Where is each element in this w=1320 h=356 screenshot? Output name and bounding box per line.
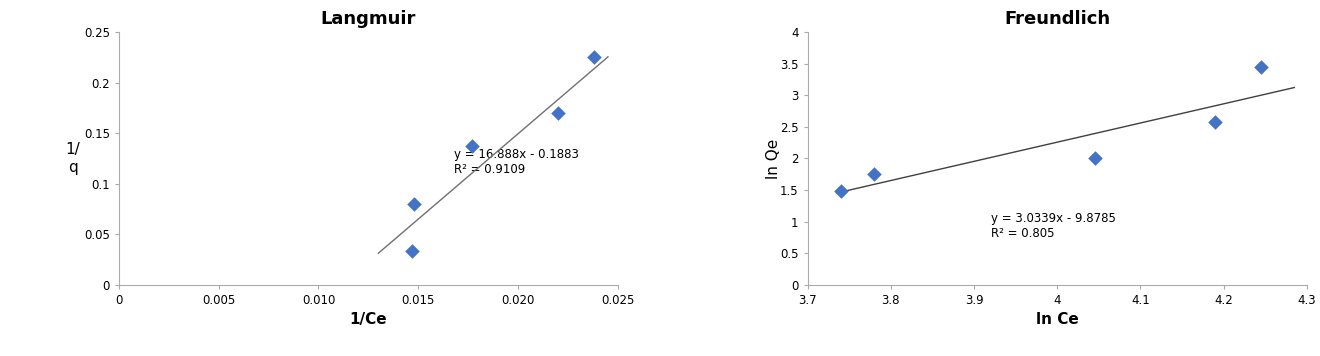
Y-axis label: 1/
q: 1/ q: [65, 142, 81, 175]
Point: [1084, 156, 1105, 161]
X-axis label: 1/Ce: 1/Ce: [350, 312, 387, 328]
Point: [548, 110, 569, 116]
Point: [404, 201, 425, 207]
Title: Freundlich: Freundlich: [1005, 10, 1110, 28]
Y-axis label: ln Qe: ln Qe: [766, 138, 780, 179]
Point: [1250, 64, 1271, 70]
Point: [462, 143, 483, 149]
Point: [863, 171, 884, 177]
Text: y = 3.0339x - 9.8785
R² = 0.805: y = 3.0339x - 9.8785 R² = 0.805: [991, 212, 1115, 240]
Point: [401, 248, 422, 254]
Text: y = 16.888x - 0.1883
R² = 0.9109: y = 16.888x - 0.1883 R² = 0.9109: [454, 148, 579, 176]
Point: [1205, 120, 1226, 125]
X-axis label: ln Ce: ln Ce: [1036, 312, 1078, 328]
Title: Langmuir: Langmuir: [321, 10, 416, 28]
Point: [830, 188, 851, 194]
Point: [583, 54, 605, 60]
